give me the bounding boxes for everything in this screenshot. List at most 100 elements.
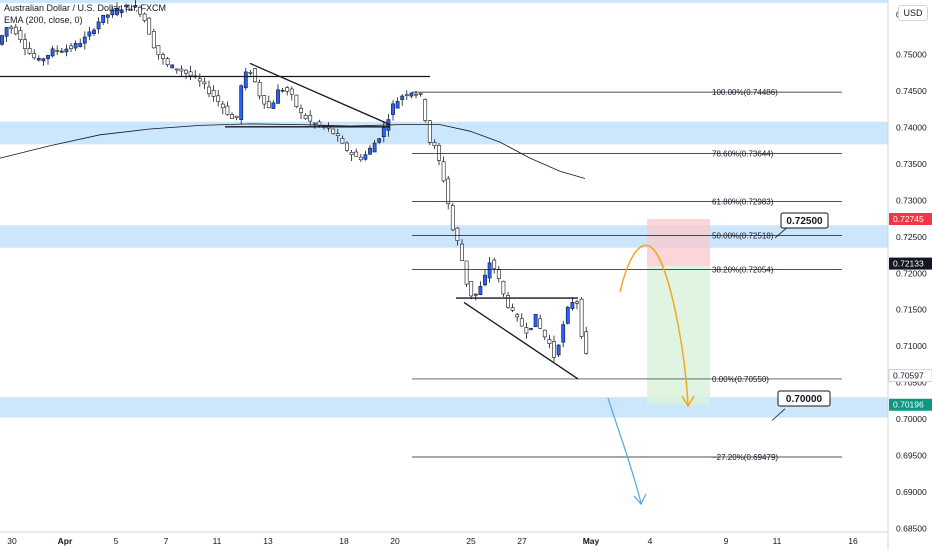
candle-up [119, 9, 124, 14]
time-tick-label: 11 [773, 536, 782, 546]
price-badge [889, 398, 932, 411]
candle-up [101, 14, 106, 23]
candle-up [46, 55, 50, 59]
candle-down [179, 68, 184, 72]
candle-up [487, 262, 492, 279]
candle-up [41, 58, 46, 62]
candle-down [446, 178, 451, 205]
candle-down [542, 329, 547, 338]
candle-up [105, 14, 110, 18]
candle-down [584, 331, 589, 354]
candle-up [92, 29, 96, 34]
candle-down [23, 39, 27, 50]
wedge-bottom-line [463, 301, 579, 380]
candle-down [27, 48, 32, 54]
candle-up [395, 101, 400, 109]
candle-down [358, 156, 363, 161]
time-tick-label: 4 [648, 536, 653, 546]
price-tick-label: 0.73500 [896, 159, 927, 169]
candle-down [197, 78, 202, 82]
callout-box [777, 390, 831, 407]
candle-up [400, 95, 405, 100]
candle-up [36, 58, 41, 61]
candle-down [303, 115, 308, 120]
candle-down [289, 88, 294, 95]
sr-zone [0, 397, 888, 418]
candle-down [230, 114, 234, 119]
price-tick-label: 0.69500 [896, 450, 927, 460]
time-tick-label: Apr [58, 536, 73, 546]
sr-zone [0, 0, 888, 3]
candle-down [506, 295, 510, 308]
candle-up [110, 9, 115, 16]
triangle-upper-line [249, 62, 391, 126]
time-tick-label: May [583, 536, 600, 546]
candle-down [253, 68, 257, 83]
fib-level-label: −27.20%(0.69479) [712, 453, 778, 462]
fib-level-label: 61.80%(0.72983) [712, 198, 774, 207]
time-tick-label: 27 [517, 536, 527, 546]
price-tick-label: 0.70000 [896, 414, 927, 424]
candle-down [165, 58, 170, 65]
candle-up [529, 328, 533, 330]
candle-down [138, 7, 142, 15]
projected-breakdown-arrow [607, 397, 642, 504]
price-tick-label: 0.69000 [896, 487, 927, 497]
candle-down [294, 94, 299, 108]
candle-down [455, 227, 460, 241]
fib-level-label: 0.00%(0.70550) [712, 375, 769, 384]
candle-down [335, 133, 340, 136]
candle-down [202, 81, 207, 85]
candle-up [276, 89, 280, 104]
fib-level-label: 38.20%(0.72054) [712, 265, 774, 274]
candle-down [308, 115, 313, 122]
candle-down [345, 142, 349, 151]
candle-down [441, 161, 446, 182]
price-badge-label: 0.72745 [893, 214, 924, 224]
candle-down [257, 81, 262, 97]
time-tick-label: 20 [390, 536, 400, 546]
candle-down [418, 93, 423, 95]
candle-down [147, 17, 152, 35]
candle-down [13, 26, 18, 35]
price-badge-label: 0.72133 [893, 259, 924, 269]
candle-down [547, 339, 552, 344]
candle-down [575, 301, 579, 304]
symbol-title: Australian Dollar / U.S. Dollar, 4h, FXC… [4, 3, 167, 13]
time-tick-label: 25 [466, 536, 476, 546]
candle-down [404, 94, 409, 97]
candle-down [460, 243, 464, 261]
callout-label-72500: 0.72500 [786, 216, 823, 227]
candle-up [133, 5, 138, 8]
candle-down [524, 327, 529, 334]
time-tick-label: 7 [164, 536, 169, 546]
candle-up [87, 31, 92, 37]
stop-loss-zone [647, 218, 710, 266]
time-tick-label: 9 [724, 536, 729, 546]
currency-button[interactable]: USD [898, 5, 928, 21]
candle-up [124, 4, 129, 8]
candle-up [368, 147, 372, 155]
price-tick-label: 0.70500 [896, 378, 927, 388]
candle-up [565, 306, 570, 324]
candle-up [391, 103, 395, 115]
candle-down [492, 259, 497, 269]
candle-up [561, 324, 566, 343]
candle-up [4, 27, 9, 37]
candle-down [188, 71, 193, 76]
candle-down [331, 128, 336, 134]
time-tick-label: 16 [848, 536, 858, 546]
candle-up [50, 48, 55, 57]
price-tick-label: 0.73000 [896, 195, 927, 205]
candle-down [510, 307, 515, 311]
candle-down [174, 68, 179, 71]
candle-up [78, 43, 83, 47]
take-profit-zone [647, 265, 710, 405]
candle-down [349, 151, 354, 156]
price-badge [889, 212, 932, 225]
candle-up [363, 154, 368, 160]
candle-down [312, 122, 317, 125]
candle-down [184, 69, 188, 74]
candle-down [234, 115, 239, 119]
